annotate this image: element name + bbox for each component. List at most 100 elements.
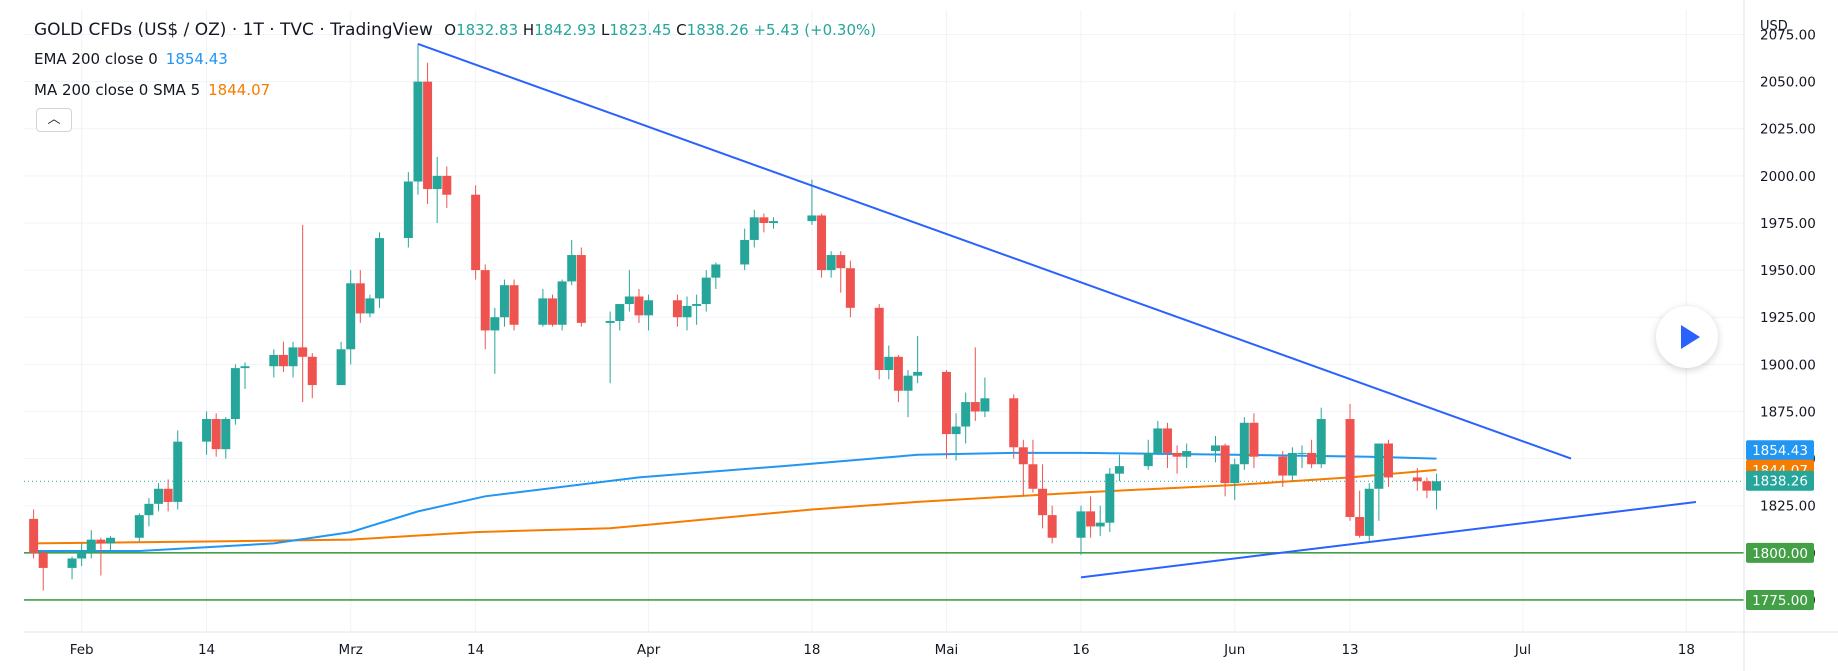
candle-body bbox=[1211, 445, 1221, 452]
candle-body bbox=[490, 317, 500, 331]
candle bbox=[903, 370, 913, 418]
candle bbox=[817, 213, 827, 278]
candle-body bbox=[509, 285, 519, 325]
ma-value: 1844.07 bbox=[208, 81, 271, 99]
collapse-legend-button[interactable]: ︿ bbox=[36, 108, 72, 132]
candle bbox=[884, 345, 894, 380]
symbol-name[interactable]: GOLD CFDs (US$ / OZ) bbox=[34, 20, 227, 40]
candle bbox=[269, 349, 279, 378]
candle-body bbox=[163, 488, 173, 502]
play-icon bbox=[1681, 325, 1700, 349]
candle-body bbox=[1316, 419, 1326, 465]
candle bbox=[1230, 458, 1240, 501]
candle bbox=[624, 270, 634, 312]
candle bbox=[1028, 439, 1038, 493]
candle-body bbox=[768, 221, 778, 223]
interval-label[interactable]: 1T bbox=[242, 20, 264, 40]
candle-body bbox=[346, 283, 356, 350]
price-label-text: 1854.43 bbox=[1752, 443, 1808, 459]
exchange-label: TVC bbox=[280, 20, 314, 40]
candle bbox=[576, 247, 586, 327]
candle-body bbox=[913, 371, 923, 376]
y-tick-label: 1975.00 bbox=[1760, 216, 1816, 232]
candle bbox=[1278, 451, 1288, 487]
x-tick-label: Mai bbox=[935, 642, 959, 658]
candle bbox=[913, 336, 923, 384]
candle-body bbox=[701, 277, 711, 305]
price-label-text: 1800.00 bbox=[1752, 546, 1808, 562]
candle bbox=[1114, 454, 1124, 482]
candle-body bbox=[1239, 422, 1249, 465]
candle-body bbox=[269, 354, 279, 367]
candle bbox=[807, 179, 817, 225]
candle bbox=[307, 353, 317, 399]
candle bbox=[567, 239, 577, 286]
candle-body bbox=[499, 285, 509, 318]
candle bbox=[941, 370, 951, 459]
y-tick-label: 1875.00 bbox=[1760, 404, 1816, 420]
candle bbox=[1355, 490, 1365, 538]
candle-body bbox=[96, 539, 106, 544]
candle bbox=[413, 43, 423, 195]
candle bbox=[105, 535, 115, 553]
candle bbox=[1287, 447, 1297, 482]
candle bbox=[740, 228, 750, 271]
candle bbox=[480, 264, 490, 350]
candle bbox=[355, 270, 365, 323]
candle-body bbox=[567, 255, 577, 282]
ma-legend[interactable]: MA 200 close 0 SMA 5 1844.07 bbox=[34, 81, 270, 99]
candle bbox=[970, 347, 980, 421]
candle-body bbox=[442, 175, 452, 195]
candle-body bbox=[1018, 447, 1028, 465]
candle bbox=[768, 217, 778, 229]
candle bbox=[538, 288, 548, 327]
candle-body bbox=[1355, 517, 1365, 536]
candle bbox=[77, 543, 87, 567]
candle-body bbox=[576, 255, 586, 323]
candle-body bbox=[365, 298, 375, 314]
candle-body bbox=[403, 181, 413, 239]
candle bbox=[1412, 468, 1422, 491]
candle bbox=[1383, 439, 1393, 487]
chevron-up-icon: ︿ bbox=[47, 112, 61, 127]
chart-header: GOLD CFDs (US$ / OZ) · 1T · TVC · Tradin… bbox=[34, 20, 876, 40]
price-label: 1800.00 bbox=[1746, 542, 1814, 563]
replay-button[interactable] bbox=[1656, 306, 1718, 368]
candle-body bbox=[154, 488, 164, 504]
candle-body bbox=[1162, 428, 1172, 453]
candle-body bbox=[1432, 481, 1442, 491]
candle-body bbox=[1143, 452, 1153, 467]
candle-body bbox=[557, 281, 567, 325]
candle-body bbox=[845, 268, 855, 308]
candle-body bbox=[278, 354, 288, 367]
separator: · bbox=[319, 20, 325, 40]
ema-legend[interactable]: EMA 200 close 0 1854.43 bbox=[34, 50, 228, 68]
time-axis[interactable]: Feb 14 Mrz 14 Apr 18 Mai 16 Jun 13 Jul 18 bbox=[70, 642, 1695, 658]
candle-body bbox=[1105, 473, 1115, 523]
candle bbox=[1211, 435, 1221, 463]
y-tick-label: 1925.00 bbox=[1760, 310, 1816, 326]
candle bbox=[701, 270, 711, 312]
candle bbox=[490, 307, 500, 374]
candle-body bbox=[1172, 452, 1182, 457]
candle bbox=[1249, 413, 1259, 469]
candle-body bbox=[221, 419, 231, 450]
x-tick-label: Feb bbox=[70, 642, 94, 658]
platform-label: TradingView bbox=[330, 20, 433, 40]
candle bbox=[557, 279, 567, 331]
candle-body bbox=[547, 298, 557, 325]
candle-body bbox=[624, 296, 634, 305]
candle-body bbox=[202, 419, 212, 442]
candle-body bbox=[1345, 419, 1355, 518]
candle-body bbox=[951, 426, 961, 435]
candle-body bbox=[86, 539, 96, 551]
candle bbox=[1105, 468, 1115, 533]
candle-body bbox=[413, 81, 423, 182]
candle bbox=[605, 311, 615, 384]
candle-body bbox=[355, 283, 365, 314]
candle bbox=[1143, 439, 1153, 470]
candle-body bbox=[605, 321, 615, 323]
candle bbox=[230, 364, 240, 425]
